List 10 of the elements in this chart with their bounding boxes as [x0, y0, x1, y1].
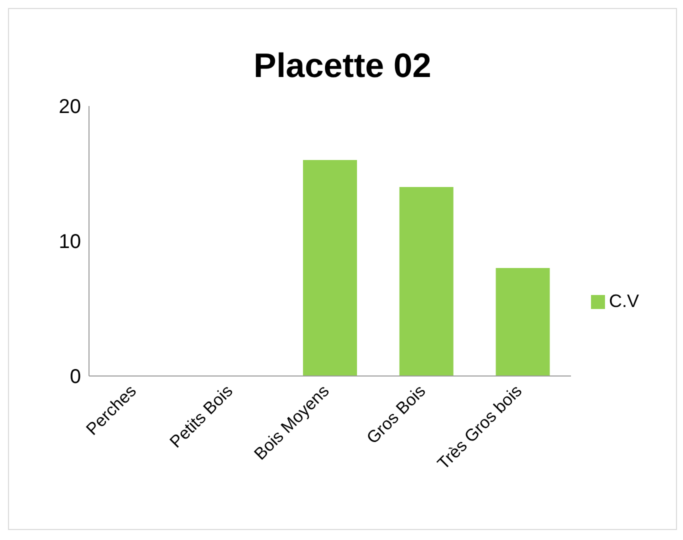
y-tick-label: 0: [70, 366, 81, 388]
y-tick-label: 20: [58, 96, 81, 118]
x-tick-label: Gros Bois: [363, 381, 430, 448]
bar: [399, 187, 454, 376]
bar: [496, 268, 550, 376]
legend-label: C.V: [608, 290, 639, 310]
x-tick-label: Très Gros bois: [434, 381, 526, 474]
chart-title: Placette 02: [252, 47, 432, 86]
bar: [303, 160, 357, 376]
y-tick-label: 10: [58, 231, 81, 254]
